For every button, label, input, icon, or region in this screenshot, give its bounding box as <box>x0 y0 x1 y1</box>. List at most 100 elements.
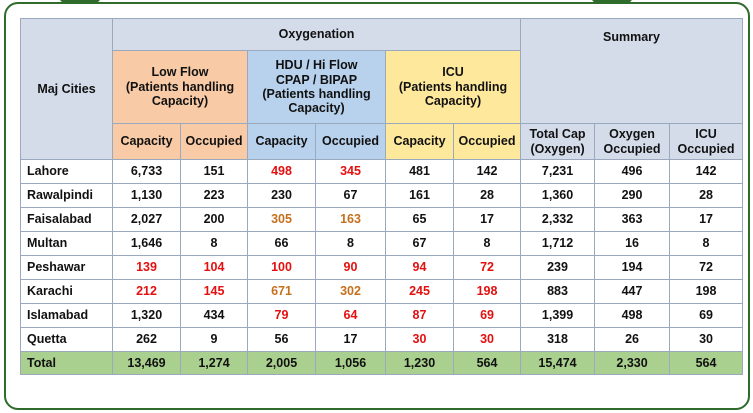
cell-lowflow-occupied: 151 <box>180 159 248 184</box>
cell-hdu-occupied: 163 <box>315 207 386 232</box>
table-row: Multan 1,646 8 66 8 67 8 1,712 16 8 <box>20 231 744 256</box>
cell-icu-occupied: 198 <box>669 279 744 304</box>
cell-hdu-capacity: 671 <box>247 279 316 304</box>
header-capacity: Capacity <box>112 123 181 160</box>
cell-icu-occupied: 198 <box>452 279 522 304</box>
cell-icu-capacity: 67 <box>385 231 454 256</box>
cell-icu-occupied: 30 <box>452 327 522 352</box>
city-name: Lahore <box>20 159 113 184</box>
header-hdu-hi-flow: HDU / Hi Flow CPAP / BIPAP (Patients handl… <box>247 50 386 124</box>
cell-icu-occupied: 72 <box>669 255 744 280</box>
table-row: Peshawar 139 104 100 90 94 72 239 194 72 <box>20 255 744 280</box>
cell-icu-capacity: 65 <box>385 207 454 232</box>
cell-lowflow-capacity: 6,733 <box>112 159 181 184</box>
cell-total-cap-oxygen: 318 <box>520 327 596 352</box>
cell-icu-occupied: 28 <box>452 183 522 208</box>
table-row: Islamabad 1,320 434 79 64 87 69 1,399 498 69 <box>20 303 744 328</box>
cell-oxygen-occupied: 290 <box>594 183 671 208</box>
cell-oxygen-occupied: 498 <box>594 303 671 328</box>
table-row: Karachi 212 145 671 302 245 198 883 447 198 <box>20 279 744 304</box>
cell-hdu-capacity: 305 <box>247 207 316 232</box>
cell-total-cap-oxygen: 1,399 <box>520 303 596 328</box>
cell-lowflow-occupied: 223 <box>180 183 248 208</box>
header-capacity: Capacity <box>247 123 316 160</box>
cell-lowflow-capacity: 2,027 <box>112 207 181 232</box>
cell-total-cap-oxygen: 1,360 <box>520 183 596 208</box>
header-occupied: Occupied <box>452 123 522 160</box>
cell-icu-occupied: 28 <box>669 183 744 208</box>
header-oxygenation: Oxygenation <box>111 18 522 51</box>
total-lowflow-occupied: 1,274 <box>180 351 248 375</box>
cell-total-cap-oxygen: 883 <box>520 279 596 304</box>
city-name: Multan <box>20 231 113 256</box>
city-name: Islamabad <box>20 303 113 328</box>
cell-hdu-capacity: 100 <box>247 255 316 280</box>
cell-lowflow-occupied: 200 <box>180 207 248 232</box>
total-icu-capacity: 1,230 <box>385 351 454 375</box>
cell-lowflow-occupied: 434 <box>180 303 248 328</box>
cell-lowflow-occupied: 104 <box>180 255 248 280</box>
total-hdu-occupied: 1,056 <box>315 351 386 375</box>
cell-icu-occupied: 30 <box>669 327 744 352</box>
total-hdu-capacity: 2,005 <box>247 351 316 375</box>
cell-lowflow-capacity: 212 <box>112 279 181 304</box>
cell-lowflow-occupied: 8 <box>180 231 248 256</box>
table-row: Lahore 6,733 151 498 345 481 142 7,231 496 142 <box>20 159 744 184</box>
cell-icu-capacity: 245 <box>385 279 454 304</box>
cell-oxygen-occupied: 194 <box>594 255 671 280</box>
cell-icu-capacity: 87 <box>385 303 454 328</box>
total-row: Total 13,469 1,274 2,005 1,056 1,230 564 15,474… <box>20 351 744 375</box>
header-cities: Maj Cities <box>20 18 113 160</box>
city-name: Quetta <box>20 327 113 352</box>
cell-oxygen-occupied: 16 <box>594 231 671 256</box>
cell-icu-capacity: 94 <box>385 255 454 280</box>
cell-hdu-capacity: 79 <box>247 303 316 328</box>
cell-icu-occupied: 17 <box>669 207 744 232</box>
cell-icu-occupied: 17 <box>452 207 522 232</box>
cell-icu-occupied: 8 <box>452 231 522 256</box>
table-body: Lahore 6,733 151 498 345 481 142 7,231 496 142 Raw… <box>20 159 744 375</box>
cell-lowflow-capacity: 1,320 <box>112 303 181 328</box>
total-lowflow-capacity: 13,469 <box>112 351 181 375</box>
table-row: Faisalabad 2,027 200 305 163 65 17 2,332 363 17 <box>20 207 744 232</box>
header-occupied: Occupied <box>180 123 248 160</box>
cell-total-cap-oxygen: 239 <box>520 255 596 280</box>
cell-hdu-occupied: 64 <box>315 303 386 328</box>
cell-hdu-capacity: 230 <box>247 183 316 208</box>
header-summary: Summary <box>520 18 744 124</box>
header-oxygen-occupied: Oxygen Occupied <box>594 123 671 160</box>
cell-icu-capacity: 481 <box>385 159 454 184</box>
cell-lowflow-occupied: 145 <box>180 279 248 304</box>
cell-lowflow-capacity: 1,130 <box>112 183 181 208</box>
total-oxygen-occupied: 2,330 <box>594 351 671 375</box>
cell-oxygen-occupied: 447 <box>594 279 671 304</box>
cell-icu-occupied: 142 <box>452 159 522 184</box>
cell-hdu-occupied: 345 <box>315 159 386 184</box>
city-name: Karachi <box>20 279 113 304</box>
cell-hdu-occupied: 90 <box>315 255 386 280</box>
cell-hdu-occupied: 17 <box>315 327 386 352</box>
city-name: Peshawar <box>20 255 113 280</box>
total-total-cap-oxygen: 15,474 <box>520 351 596 375</box>
cell-oxygen-occupied: 26 <box>594 327 671 352</box>
cell-hdu-occupied: 67 <box>315 183 386 208</box>
cell-total-cap-oxygen: 2,332 <box>520 207 596 232</box>
cell-lowflow-capacity: 139 <box>112 255 181 280</box>
cell-hdu-capacity: 66 <box>247 231 316 256</box>
table-row: Rawalpindi 1,130 223 230 67 161 28 1,360 290 28 <box>20 183 744 208</box>
cell-lowflow-occupied: 9 <box>180 327 248 352</box>
cell-lowflow-capacity: 262 <box>112 327 181 352</box>
total-icu-occupied: 564 <box>669 351 744 375</box>
cell-total-cap-oxygen: 7,231 <box>520 159 596 184</box>
table-row: Quetta 262 9 56 17 30 30 318 26 30 <box>20 327 744 352</box>
cell-icu-capacity: 161 <box>385 183 454 208</box>
header-low-flow: Low Flow (Patients handling Capacity) <box>112 50 248 124</box>
city-name: Faisalabad <box>20 207 113 232</box>
cell-icu-capacity: 30 <box>385 327 454 352</box>
header-icu: ICU (Patients handling Capacity) <box>384 50 522 124</box>
city-name: Rawalpindi <box>20 183 113 208</box>
cell-icu-occupied: 8 <box>669 231 744 256</box>
cell-oxygen-occupied: 363 <box>594 207 671 232</box>
cell-icu-occupied: 72 <box>452 255 522 280</box>
cell-icu-occupied: 69 <box>669 303 744 328</box>
